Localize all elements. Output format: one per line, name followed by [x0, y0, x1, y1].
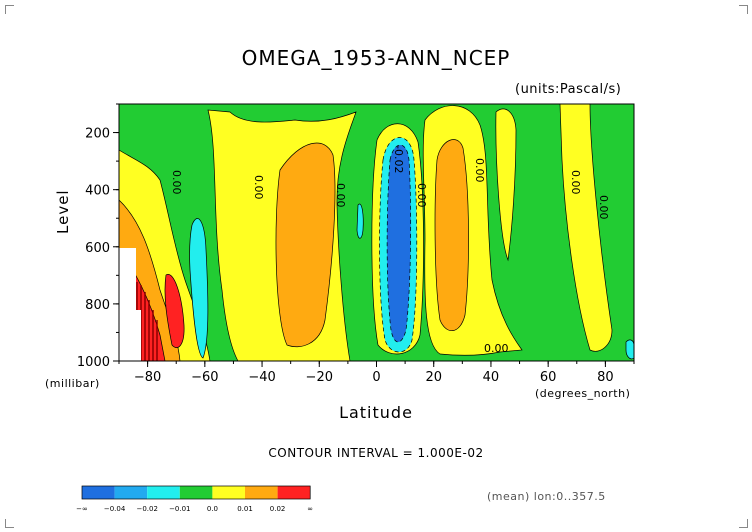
colorbar-label: −0.02 [136, 505, 157, 513]
y-axis: 200 400 600 800 1000 [77, 103, 119, 370]
field-yellow-nh-tropics-2 [495, 108, 517, 262]
x-tick-label: 20 [425, 370, 442, 385]
colorbar: −∞ −0.04 −0.02 −0.01 0.0 0.01 0.02 ∞ [76, 485, 313, 513]
contour-field [119, 104, 634, 361]
x-tick-label: 80 [597, 370, 614, 385]
chart-title: OMEGA_1953-ANN_NCEP [241, 46, 511, 70]
contour-label: 0.00 [252, 175, 265, 200]
corner-mark-top-left [5, 5, 14, 14]
field-yellow-nh-midlat [559, 104, 613, 352]
field-red-sh-polar-2 [164, 274, 185, 348]
field-cyan-small [356, 203, 364, 239]
contour-label: 0.00 [484, 342, 509, 355]
contour-label: 0.00 [334, 183, 347, 208]
colorbar-swatch [179, 486, 213, 499]
colorbar-swatch [277, 486, 311, 499]
colorbar-swatch [114, 486, 148, 499]
x-tick-label: −20 [306, 370, 333, 385]
x-axis-label: Latitude [339, 403, 413, 422]
x-tick-label: 40 [483, 370, 500, 385]
x-tick-label: 0 [372, 370, 380, 385]
y-tick-label: 1000 [77, 355, 110, 370]
field-masked-area-2 [119, 310, 141, 361]
field-orange-sh-midlat [275, 142, 336, 348]
corner-mark-bottom-left [5, 519, 14, 528]
x-tick-label: −40 [248, 370, 275, 385]
x-axis: −80 −60 −40 −20 0 20 40 60 80 [118, 361, 635, 385]
corner-mark-bottom-right [739, 519, 748, 528]
field-cyan-np [625, 339, 634, 360]
contour-interval-note: CONTOUR INTERVAL = 1.000E-02 [268, 446, 484, 460]
contour-label: 0.00 [597, 195, 610, 220]
colorbar-label: ∞ [307, 505, 313, 513]
contour-label: -0.02 [392, 145, 405, 173]
colorbar-swatch [147, 486, 180, 499]
field-blue-eq [386, 144, 412, 343]
y-tick-label: 200 [85, 127, 110, 142]
contour-label-layer: 0.00 0.00 0.00 0.00 0.00 -0.02 0.00 0.00… [170, 145, 610, 355]
colorbar-label: 0.02 [270, 505, 286, 513]
colorbar-swatch [212, 486, 245, 499]
field-cyan-sh-60 [189, 218, 209, 359]
colorbar-label: −0.01 [169, 505, 190, 513]
colorbar-swatch [82, 486, 115, 499]
colorbar-label: 0.0 [207, 505, 218, 513]
contour-label: 0.00 [170, 170, 183, 195]
y-tick-label: 400 [85, 184, 110, 199]
x-tick-label: −80 [134, 370, 161, 385]
colorbar-swatch [245, 486, 278, 499]
contour-label: 0.00 [415, 183, 428, 208]
colorbar-label: 0.01 [237, 505, 253, 513]
y-tick-label: 600 [85, 241, 110, 256]
colorbar-frame [81, 485, 311, 500]
contour-label: 0.00 [569, 170, 582, 195]
colorbar-label: −∞ [76, 505, 88, 513]
y-axis-units: (millibar) [45, 377, 100, 390]
x-tick-label: −60 [191, 370, 218, 385]
mean-info-note: (mean) lon:0..357.5 [487, 490, 606, 503]
field-orange-nh-tropics [434, 139, 469, 331]
x-tick-label: 60 [540, 370, 557, 385]
y-tick-label: 800 [85, 298, 110, 313]
contour-label: 0.00 [473, 158, 486, 183]
corner-mark-top-right [739, 5, 748, 14]
chart-units: (units:Pascal/s) [515, 82, 622, 97]
colorbar-label: −0.04 [104, 505, 126, 513]
x-axis-units: (degrees_north) [535, 387, 631, 400]
